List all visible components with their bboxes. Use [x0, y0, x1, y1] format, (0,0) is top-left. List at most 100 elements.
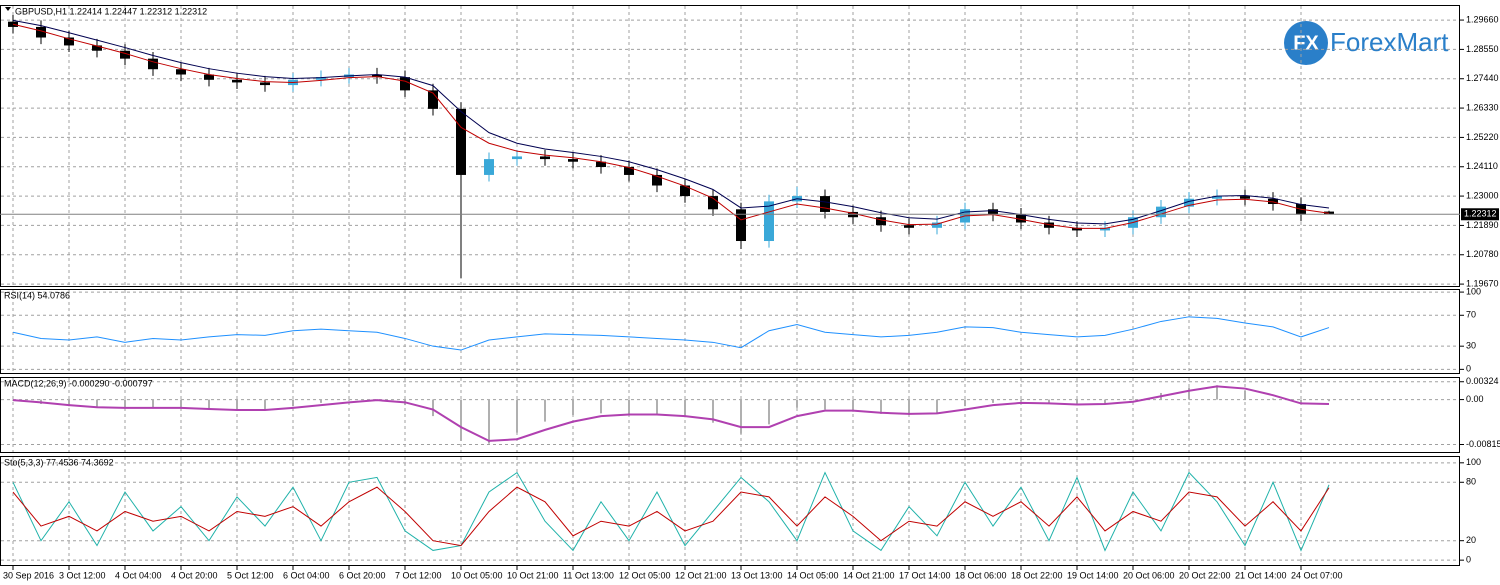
candle-body: [596, 161, 606, 168]
menu-arrow: [5, 7, 11, 11]
y-tick-label: 1.21890: [1466, 220, 1499, 230]
histogram-bar: [124, 399, 126, 409]
histogram-bar: [908, 399, 910, 415]
x-tick-label: 20 Oct 22:00: [1179, 570, 1231, 580]
candle-body: [372, 74, 382, 78]
candle-body: [1184, 198, 1194, 207]
histogram-bar: [208, 399, 210, 410]
candle-body: [260, 82, 270, 86]
y-tick-label: 0: [1466, 364, 1471, 374]
histogram-bar: [852, 399, 854, 412]
x-tick-label: 30 Sep 2016: [3, 570, 54, 580]
histogram-bar: [656, 399, 658, 415]
candle-body: [484, 159, 494, 175]
histogram-bar: [936, 399, 938, 413]
candle-body: [1016, 214, 1026, 223]
candle-body: [736, 209, 746, 242]
candle-body: [820, 196, 830, 212]
histogram-bar: [516, 399, 518, 433]
candle-body: [1268, 198, 1278, 205]
y-tick-label: 1.26330: [1466, 102, 1499, 112]
candle-body: [988, 209, 998, 215]
histogram-bar: [880, 399, 882, 414]
candle-body: [1072, 227, 1082, 231]
histogram-bar: [1216, 385, 1218, 400]
histogram-bar: [796, 399, 798, 408]
candle-body: [1240, 196, 1250, 199]
histogram-bar: [1328, 399, 1330, 402]
candle-body: [540, 156, 550, 160]
candle-body: [316, 77, 326, 80]
x-tick-label: 18 Oct 06:00: [955, 570, 1007, 580]
candle-body: [1212, 196, 1222, 199]
x-tick-label: 14 Oct 21:00: [843, 570, 895, 580]
y-tick-label: 1.29660: [1466, 14, 1499, 24]
indicator-line: [12, 486, 1330, 547]
panel-frame: [0, 5, 1460, 287]
histogram-bar: [236, 399, 238, 411]
histogram-bar: [1272, 398, 1274, 400]
y-tick-label: 1.25220: [1466, 132, 1499, 142]
panel-frame: [0, 456, 1460, 566]
y-tick-label: 100: [1466, 457, 1481, 467]
y-tick-label: 1.19670: [1466, 278, 1499, 288]
y-tick-label: 70: [1466, 310, 1476, 320]
histogram-bar: [712, 399, 714, 423]
y-tick-label: 0.00324: [1466, 376, 1499, 386]
candle-body: [708, 196, 718, 210]
histogram-bar: [768, 399, 770, 425]
y-tick-label: 80: [1466, 477, 1476, 487]
logo: FX ForexMart: [1284, 21, 1449, 65]
y-tick-label: 1.27440: [1466, 73, 1499, 83]
x-tick-label: 5 Oct 12:00: [227, 570, 274, 580]
histogram-bar: [264, 399, 266, 410]
histogram-bar: [320, 399, 322, 403]
y-tick-label: 1.20780: [1466, 249, 1499, 259]
logo-mark: FX: [1293, 32, 1319, 54]
candle-body: [764, 201, 774, 242]
histogram-bar: [1048, 399, 1050, 404]
candle-body: [904, 225, 914, 228]
histogram-bar: [1188, 387, 1190, 400]
panel-frame: [0, 289, 1460, 374]
histogram-bar: [684, 399, 686, 418]
y-tick-label: 1.23000: [1466, 190, 1499, 200]
histogram-bar: [1020, 399, 1022, 402]
candle-body: [456, 108, 466, 175]
histogram-bar: [348, 399, 350, 401]
candle-body: [652, 174, 662, 186]
x-tick-label: 12 Oct 21:00: [675, 570, 727, 580]
candle-body: [1100, 227, 1110, 231]
indicator-line: [12, 23, 1330, 229]
last-price-box: [1461, 208, 1499, 221]
candle-body: [36, 26, 46, 38]
x-tick-label: 10 Oct 21:00: [507, 570, 559, 580]
histogram-bar: [68, 399, 70, 407]
x-tick-label: 19 Oct 14:00: [1067, 570, 1119, 580]
x-tick-label: 24 Oct 07:00: [1291, 570, 1343, 580]
candle-body: [932, 222, 942, 228]
panel-title: MACD(12,26,9) -0.000290 -0.000797: [4, 378, 153, 388]
histogram-bar: [740, 399, 742, 434]
histogram-bar: [152, 399, 154, 408]
x-tick-label: 6 Oct 04:00: [283, 570, 330, 580]
panel-frame: [0, 377, 1460, 453]
candle-body: [92, 45, 102, 51]
x-tick-label: 10 Oct 05:00: [451, 570, 503, 580]
histogram-bar: [992, 399, 994, 403]
histogram-bar: [628, 399, 630, 414]
panel-title: Sto(5,3,3) 77.4536 74.3692: [4, 457, 114, 467]
logo-text: ForexMart: [1330, 27, 1449, 57]
candle-body: [64, 37, 74, 46]
y-tick-label: 0.00: [1466, 394, 1484, 404]
x-tick-label: 12 Oct 05:00: [619, 570, 671, 580]
candle-body: [1156, 206, 1166, 218]
x-tick-label: 3 Oct 12:00: [59, 570, 106, 580]
y-tick-label: -0.008156: [1466, 439, 1500, 449]
panel-title: RSI(14) 54.0786: [4, 290, 70, 300]
candle-body: [568, 159, 578, 162]
histogram-bar: [1244, 390, 1246, 400]
x-tick-label: 6 Oct 20:00: [339, 570, 386, 580]
histogram-bar: [96, 399, 98, 408]
